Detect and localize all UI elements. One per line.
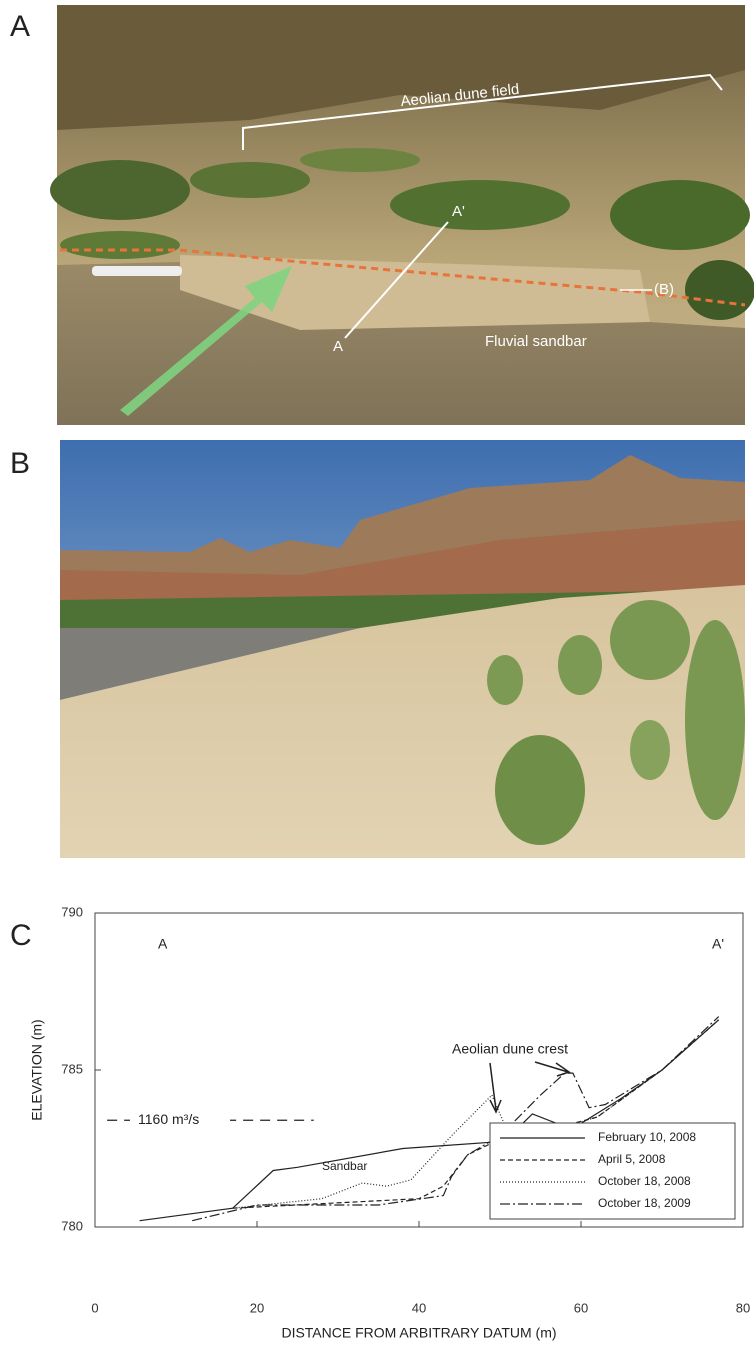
panel-letter: C <box>10 919 32 952</box>
x-axis-label: DISTANCE FROM ARBITRARY DATUM (m) <box>281 1325 556 1341</box>
y-axis-label: ELEVATION (m) <box>29 1019 45 1120</box>
y-tick-label: 780 <box>61 1218 83 1233</box>
corner-label: A <box>158 936 168 952</box>
legend-label: February 10, 2008 <box>598 1130 696 1144</box>
corner-label: A' <box>712 936 724 952</box>
x-tick-label: 20 <box>250 1300 264 1315</box>
x-tick-label: 80 <box>736 1300 750 1315</box>
x-tick-label: 60 <box>574 1300 588 1315</box>
legend-label: April 5, 2008 <box>598 1152 666 1166</box>
annotation: Aeolian dune crest <box>452 1041 568 1057</box>
photo-b-reference: (B) <box>654 281 674 298</box>
figure: Aeolian dune field A' A (B) Fluvial sand… <box>0 0 754 1346</box>
sandbar-label: Fluvial sandbar <box>485 333 587 350</box>
panel-letter: B <box>10 447 30 480</box>
profile-chart: 0 20 40 60 80 780 785 790 DISTANCE FROM ARBITRAR… <box>29 904 751 1340</box>
x-tick-label: 40 <box>412 1300 426 1315</box>
legend-label: October 18, 2008 <box>598 1174 691 1188</box>
legend-label: October 18, 2009 <box>598 1196 691 1210</box>
annotation-arrow <box>490 1063 501 1112</box>
panel-letter: A <box>10 10 30 43</box>
section-start-label: A <box>333 338 343 355</box>
section-end-label: A' <box>452 203 465 220</box>
y-tick-label: 790 <box>61 904 83 919</box>
photo-b <box>60 440 745 858</box>
y-tick-label: 785 <box>61 1061 83 1076</box>
reference-label: 1160 m³/s <box>138 1111 199 1127</box>
x-tick-label: 0 <box>91 1300 98 1315</box>
photo-a: Aeolian dune field A' A (B) Fluvial sand… <box>50 5 754 425</box>
